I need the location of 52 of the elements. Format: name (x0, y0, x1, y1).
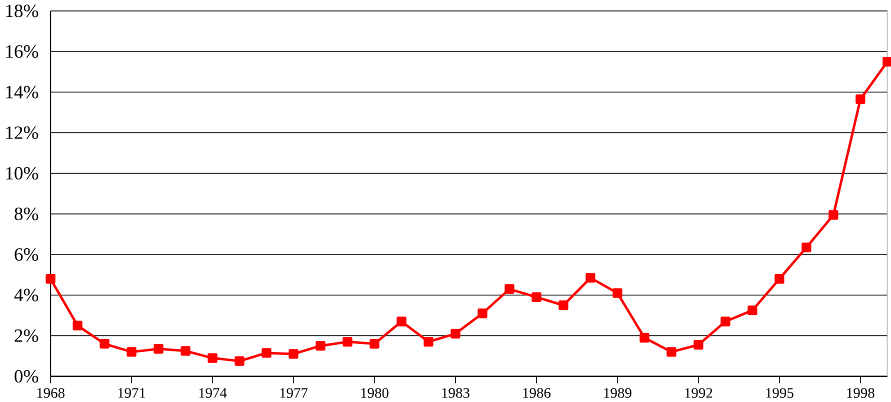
y-tick-label: 6% (14, 248, 38, 261)
y-tick-label: 12% (6, 126, 38, 139)
y-tick-label: 10% (6, 166, 38, 180)
point (802, 242, 812, 252)
point (720, 316, 730, 326)
y-tick-label: 0% (14, 370, 38, 382)
x-tick-label: 1998 (847, 388, 874, 398)
x-tick-label: 1986 (523, 388, 551, 398)
x-tick-label: 1983 (442, 388, 470, 398)
point (100, 338, 110, 348)
point (450, 328, 460, 338)
point (640, 332, 650, 342)
x-tick-label: 1989 (604, 388, 632, 398)
x-tick-label: 1974 (199, 388, 227, 398)
x-tick-label: 1971 (118, 388, 146, 398)
point (504, 284, 514, 294)
point (126, 346, 136, 357)
point (856, 94, 866, 104)
y-tick-label: 14% (6, 86, 38, 98)
point (558, 300, 568, 310)
point (612, 288, 622, 298)
x-tick-label: 1995 (766, 388, 794, 398)
point (748, 305, 758, 315)
point (208, 352, 218, 363)
point (532, 292, 542, 302)
y-tick-label: 4% (14, 288, 38, 302)
point (316, 340, 326, 350)
point (586, 272, 596, 282)
y-tick-label: 16% (6, 44, 38, 58)
y-tick-label: 2% (14, 329, 38, 342)
y-tick-label: 18% (6, 4, 38, 17)
point (828, 210, 838, 220)
point (774, 274, 784, 284)
point (180, 346, 190, 356)
x-tick-label: 1968 (37, 388, 64, 398)
point (370, 338, 380, 348)
point (396, 316, 406, 326)
point (424, 336, 434, 346)
point (262, 348, 272, 358)
point (666, 346, 676, 357)
y-tick-label: 8% (14, 207, 38, 220)
point (154, 344, 164, 354)
point (342, 336, 352, 346)
point (288, 348, 298, 359)
point (72, 320, 82, 330)
x-tick-label: 1992 (685, 388, 712, 398)
point (234, 356, 244, 366)
point (694, 340, 704, 350)
point (46, 274, 56, 284)
point (478, 308, 488, 318)
x-tick-label: 1977 (280, 388, 308, 398)
x-tick-label: 1980 (361, 388, 388, 398)
